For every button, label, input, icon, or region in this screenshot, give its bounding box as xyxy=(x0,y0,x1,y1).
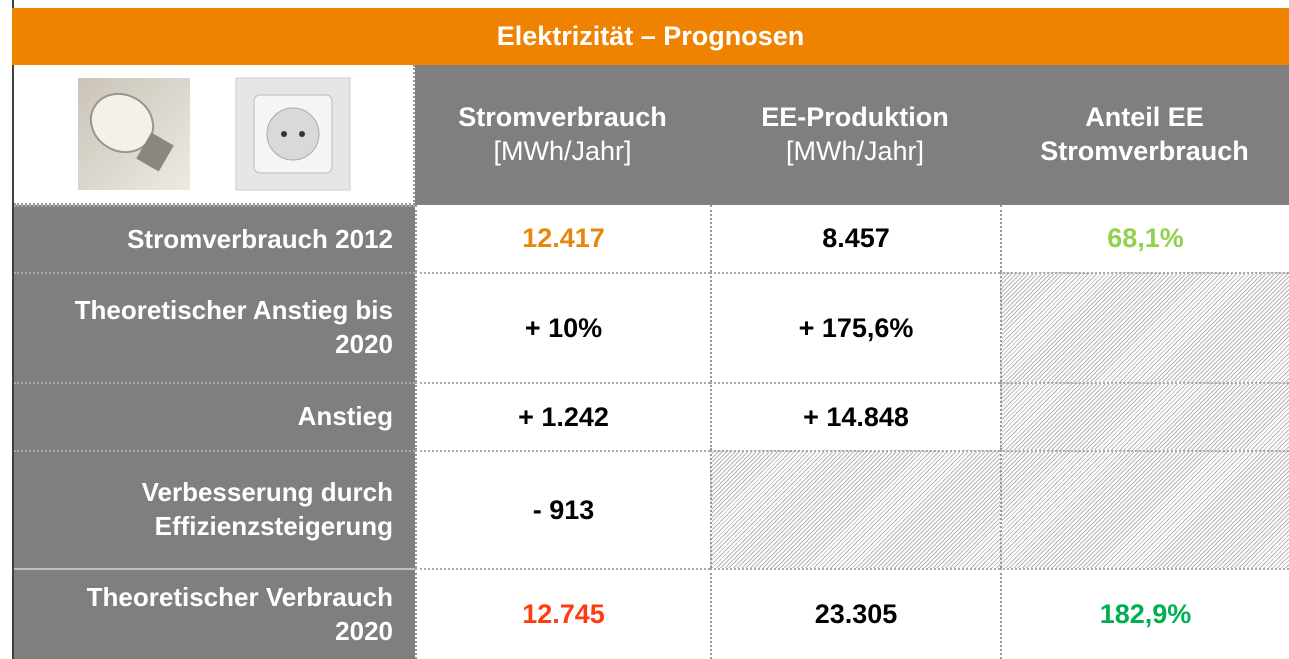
data-cell: 12.417 xyxy=(415,205,710,272)
empty-cell xyxy=(1000,382,1289,450)
data-cell: + 1.242 xyxy=(415,382,710,450)
table-title: Elektrizität – Prognosen xyxy=(12,8,1289,65)
column-name: EE-Produktion xyxy=(761,102,949,133)
socket-well xyxy=(266,107,320,161)
header-images xyxy=(14,65,415,205)
column-name: Stromverbrauch xyxy=(458,102,667,133)
row-label: Stromverbrauch 2012 xyxy=(14,205,415,272)
column-header: Stromverbrauch [MWh/Jahr] xyxy=(415,65,710,205)
column-header: Anteil EE Stromverbrauch xyxy=(1000,65,1289,205)
empty-cell xyxy=(1000,450,1289,568)
row-label: Theoretischer Verbrauch 2020 xyxy=(14,568,415,659)
data-cell: 182,9% xyxy=(1000,568,1289,659)
data-cell: + 175,6% xyxy=(710,272,1000,382)
column-unit: [MWh/Jahr] xyxy=(493,136,632,166)
empty-cell xyxy=(1000,272,1289,382)
data-cell: 68,1% xyxy=(1000,205,1289,272)
data-cell: 23.305 xyxy=(710,568,1000,659)
row-label: Verbesserung durch Effizienzsteigerung xyxy=(14,450,415,568)
row-label: Theoretischer Anstieg bis 2020 xyxy=(14,272,415,382)
data-cell: - 913 xyxy=(415,450,710,568)
empty-cell xyxy=(710,450,1000,568)
row-label: Anstieg xyxy=(14,382,415,450)
socket-hole xyxy=(299,131,305,137)
column-name: Anteil EE Stromverbrauch xyxy=(1040,102,1249,166)
data-cell: 12.745 xyxy=(415,568,710,659)
data-cell: + 10% xyxy=(415,272,710,382)
data-cell: 8.457 xyxy=(710,205,1000,272)
left-edge xyxy=(12,0,14,659)
bulb-base xyxy=(136,132,174,172)
column-header: EE-Produktion [MWh/Jahr] xyxy=(710,65,1000,205)
icons xyxy=(78,77,351,191)
socket-hole xyxy=(281,131,287,137)
data-cell: + 14.848 xyxy=(710,382,1000,450)
column-unit: [MWh/Jahr] xyxy=(785,136,925,166)
